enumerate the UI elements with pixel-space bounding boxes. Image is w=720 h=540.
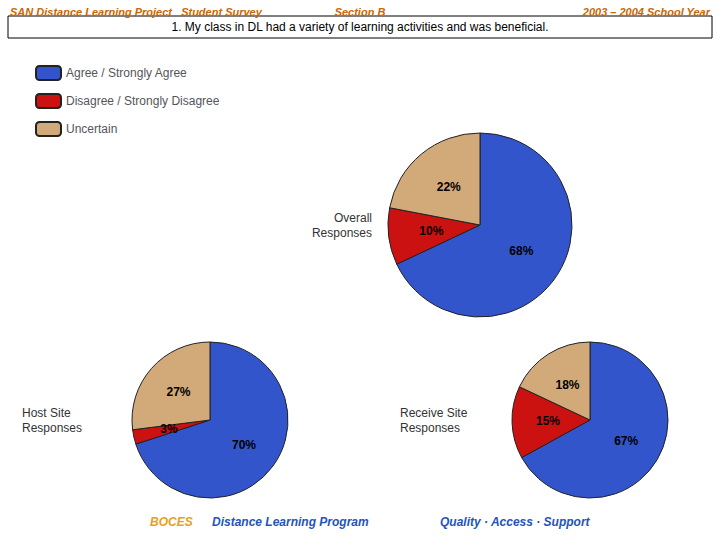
svg-text:Overall: Overall bbox=[334, 211, 372, 225]
svg-text:18%: 18% bbox=[555, 378, 579, 392]
svg-text:Receive Site: Receive Site bbox=[400, 406, 468, 420]
svg-text:Responses: Responses bbox=[312, 226, 372, 240]
svg-text:70%: 70% bbox=[232, 438, 256, 452]
svg-text:27%: 27% bbox=[166, 385, 190, 399]
svg-text:67%: 67% bbox=[614, 434, 638, 448]
svg-text:Section B: Section B bbox=[335, 6, 386, 18]
svg-text:Agree / Strongly Agree: Agree / Strongly Agree bbox=[66, 66, 187, 80]
svg-text:15%: 15% bbox=[536, 414, 560, 428]
svg-text:BOCES: BOCES bbox=[150, 515, 193, 529]
svg-text:Responses: Responses bbox=[400, 421, 460, 435]
svg-text:22%: 22% bbox=[437, 180, 461, 194]
svg-text:Distance Learning Program: Distance Learning Program bbox=[212, 515, 369, 529]
svg-text:SAN Distance Learning Project: SAN Distance Learning Project Student Su… bbox=[10, 6, 263, 18]
svg-text:3%: 3% bbox=[160, 422, 178, 436]
svg-text:Uncertain: Uncertain bbox=[66, 122, 117, 136]
svg-text:10%: 10% bbox=[419, 224, 443, 238]
svg-text:Quality · Access · Support: Quality · Access · Support bbox=[440, 515, 591, 529]
svg-text:68%: 68% bbox=[509, 244, 533, 258]
svg-text:Disagree / Strongly Disagree: Disagree / Strongly Disagree bbox=[66, 94, 220, 108]
svg-text:2003 – 2004 School Year: 2003 – 2004 School Year bbox=[582, 6, 711, 18]
svg-text:1. My class in DL had a variet: 1. My class in DL had a variety of learn… bbox=[171, 20, 548, 34]
svg-text:Host Site: Host Site bbox=[22, 406, 71, 420]
svg-text:Responses: Responses bbox=[22, 421, 82, 435]
